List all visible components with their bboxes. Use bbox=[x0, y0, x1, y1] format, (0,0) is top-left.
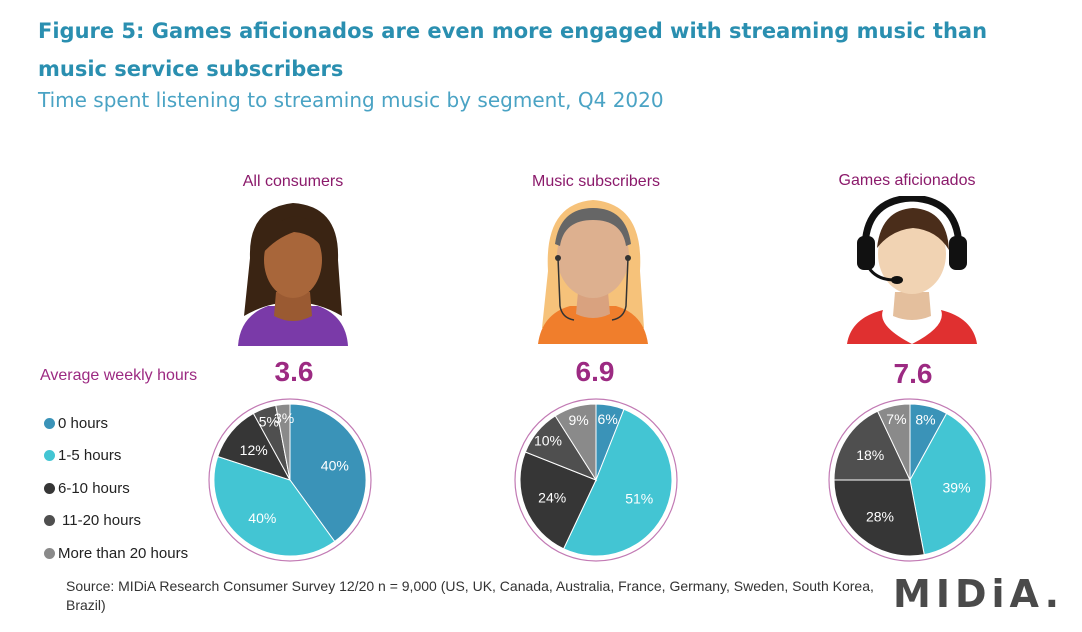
pie-data-label: 18% bbox=[856, 447, 884, 463]
person-games-aficionados-icon bbox=[847, 196, 977, 344]
person-music-subscribers-icon bbox=[538, 200, 648, 344]
pie-slice bbox=[562, 408, 673, 557]
pie-data-label: 6% bbox=[598, 411, 618, 427]
legend-label: 1-5 hours bbox=[58, 447, 122, 465]
avg-value-games-aficionados: 7.6 bbox=[893, 358, 933, 389]
legend-item-1-5-hours: 1-5 hours bbox=[44, 440, 188, 473]
legend-swatch bbox=[44, 547, 55, 559]
pie-outline-ring bbox=[208, 398, 372, 562]
legend-item-more-than-20-hours: More than 20 hours bbox=[44, 537, 188, 570]
pie-data-label: 51% bbox=[625, 491, 653, 507]
legend-label: 11-20 hours bbox=[62, 512, 141, 530]
pie-all-consumers: 40% 40% 12% 5%3% bbox=[208, 398, 372, 562]
pie-data-label: 3% bbox=[274, 410, 294, 426]
person-all-consumers-icon bbox=[238, 203, 348, 346]
chart-title: Figure 5: Games aficionados are even mor… bbox=[38, 19, 988, 81]
pie-outline-ring bbox=[828, 398, 992, 562]
pie-data-label: 12% bbox=[240, 442, 268, 458]
pie-data-label: 8% bbox=[915, 412, 935, 428]
pie-slice bbox=[519, 451, 597, 550]
pie-slice bbox=[833, 479, 925, 557]
pie-data-label: 40% bbox=[248, 510, 276, 526]
legend-item-11-20-hours: 11-20 hours bbox=[44, 505, 188, 538]
legend-item-0-hours: 0 hours bbox=[44, 407, 188, 440]
chart-subtitle: Time spent listening to streaming music … bbox=[38, 88, 664, 112]
source-note: Source: MIDiA Research Consumer Survey 1… bbox=[66, 578, 874, 613]
pie-outline-ring bbox=[514, 398, 678, 562]
pie-data-label: 28% bbox=[866, 508, 894, 524]
pie-slice bbox=[275, 403, 291, 481]
pie-games-aficionados: 8% 39% 28% 18% 7% bbox=[828, 398, 992, 562]
pie-slice bbox=[554, 403, 597, 482]
pie-slice bbox=[909, 412, 987, 556]
segment-label-all-consumers: All consumers bbox=[242, 173, 344, 190]
pie-data-label: 9% bbox=[568, 412, 588, 428]
pie-slice bbox=[833, 410, 911, 481]
pie-data-label: 7% bbox=[886, 411, 906, 427]
avg-value-all-consumers: 3.6 bbox=[274, 356, 314, 387]
midia-logo: MIDiA. bbox=[893, 572, 1065, 616]
legend-label: 6-10 hours bbox=[58, 479, 130, 497]
pie-slice bbox=[876, 403, 911, 481]
avg-value-music-subscribers: 6.9 bbox=[575, 356, 615, 387]
pie-data-label: 5% bbox=[259, 413, 279, 429]
legend-label: More than 20 hours bbox=[58, 544, 189, 562]
legend-label: 0 hours bbox=[58, 414, 109, 432]
pie-data-label: 39% bbox=[943, 479, 971, 495]
pie-music-subscribers: 6% 51% 24% 10% 9% bbox=[514, 398, 678, 562]
pie-data-label: 40% bbox=[321, 457, 349, 473]
segment-label-music-subscribers: Music subscribers bbox=[531, 173, 661, 190]
average-weekly-hours-label: Average weekly hours bbox=[40, 367, 198, 384]
legend: 0 hours 1-5 hours 6-10 hours 11-20 hours… bbox=[44, 407, 188, 570]
legend-swatch bbox=[44, 482, 55, 494]
pie-slice bbox=[289, 403, 367, 543]
legend-swatch bbox=[44, 417, 55, 429]
pie-data-label: 10% bbox=[534, 432, 562, 448]
segment-label-games-aficionados: Games aficionados bbox=[838, 172, 976, 189]
pie-data-label: 24% bbox=[538, 489, 566, 505]
legend-swatch bbox=[44, 450, 55, 462]
legend-swatch bbox=[44, 515, 55, 527]
legend-item-6-10-hours: 6-10 hours bbox=[44, 472, 188, 505]
pie-slice bbox=[213, 455, 336, 557]
